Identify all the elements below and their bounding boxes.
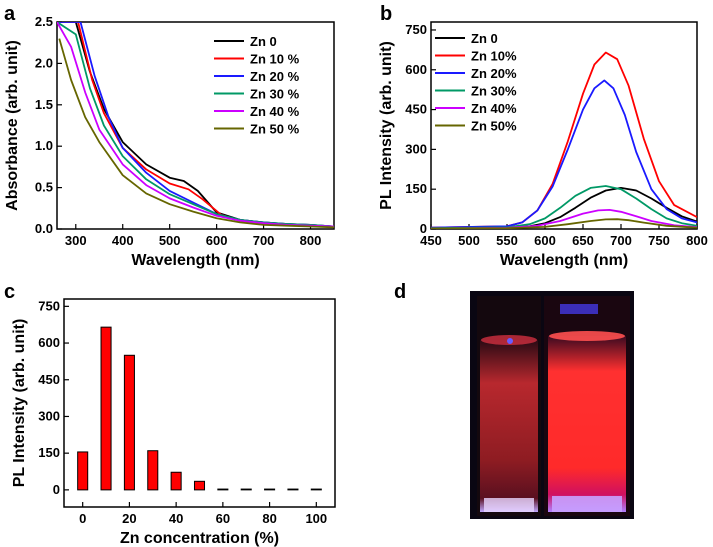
- legend-label: Zn 10 %: [250, 52, 300, 67]
- x-tick-label: 750: [648, 233, 670, 248]
- bar-zn-50: [193, 480, 206, 491]
- y-tick-label: 0.0: [35, 221, 53, 236]
- x-tick-label: 700: [610, 233, 632, 248]
- y-axis-title: Absorbance (arb. unit): [4, 40, 21, 211]
- x-tick-label: 40: [169, 511, 183, 526]
- plot-frame: [56, 21, 335, 230]
- cuvette-zn0-base-glow: [484, 498, 534, 512]
- y-tick-label: 750: [38, 298, 60, 313]
- y-tick-label: 750: [405, 22, 427, 37]
- chart-pl-spectra: 450 500 550 600 650 700 750 800 0 150 300 450 600 750…: [378, 21, 708, 269]
- legend-label: Zn 30 %: [250, 87, 300, 102]
- bar-zn-60: [217, 488, 229, 491]
- y-tick-label: 1.0: [35, 138, 53, 153]
- y-tick-label: 300: [38, 408, 60, 423]
- series-line-zn-30: [431, 185, 697, 229]
- x-tick-label: 100: [305, 511, 327, 526]
- cuvette-zn10-solution: [548, 336, 626, 512]
- legend-label: Zn 50%: [471, 119, 517, 134]
- y-tick-label: 600: [405, 62, 427, 77]
- cuvette-zn10-meniscus: [549, 331, 625, 341]
- bar-zn-70: [240, 488, 252, 491]
- x-axis-title: Wavelength (nm): [131, 252, 259, 269]
- x-tick-label: 0: [79, 511, 86, 526]
- chart-absorbance: 300 400 500 600 700 800 0.0 0.5 1.0 1.5 2.0 2.5 Wave…: [4, 14, 335, 269]
- legend-label: Zn 30%: [471, 84, 517, 99]
- x-tick-label: 500: [458, 233, 480, 248]
- y-tick-label: 150: [405, 181, 427, 196]
- series-line-zn-50: [58, 38, 334, 229]
- bar-zn-30: [147, 450, 159, 491]
- chart-pl-vs-zn: 0 20 40 60 80 100 0 150 300 450 600 750 Zn concentra…: [11, 298, 336, 547]
- bar-zn-20: [123, 354, 135, 491]
- bar-zn-100: [310, 488, 322, 491]
- cuvette-zn10-label: [560, 304, 598, 314]
- series-line-zn-40: [431, 209, 697, 229]
- plot-frame: [63, 298, 336, 508]
- x-axis-title: Wavelength (nm): [500, 252, 628, 269]
- legend-label: Zn 40 %: [250, 104, 300, 119]
- y-axis-title: PL Intensity (arb. unit): [378, 41, 395, 210]
- y-tick-label: 450: [405, 102, 427, 117]
- x-tick-label: 650: [572, 233, 594, 248]
- x-tick-label: 600: [534, 233, 556, 248]
- cuvette-zn0-glow: [507, 338, 513, 344]
- x-tick-label: 700: [253, 233, 275, 248]
- y-tick-label: 300: [405, 141, 427, 156]
- x-tick-label: 550: [496, 233, 518, 248]
- series-line-zn-20: [431, 79, 697, 229]
- panel-letter-a: a: [4, 3, 16, 25]
- panel-letter-c: c: [4, 281, 15, 303]
- legend-label: Zn 20%: [471, 66, 517, 81]
- y-tick-label: 2.0: [35, 55, 53, 70]
- y-tick-label: 2.5: [35, 14, 53, 29]
- panel-letter-b: b: [380, 3, 392, 25]
- legend-label: Zn 10%: [471, 49, 517, 64]
- y-axis-title: PL Intensity (arb. unit): [11, 319, 28, 488]
- bar-zn-90: [287, 488, 299, 491]
- legend-label: Zn 0: [471, 31, 498, 46]
- series-line-zn-40: [57, 22, 334, 228]
- x-tick-label: 80: [262, 511, 276, 526]
- bar-zn-40: [170, 471, 182, 491]
- legend-label: Zn 50 %: [250, 122, 300, 137]
- bar-zn-0: [77, 451, 89, 491]
- y-tick-label: 0: [53, 482, 60, 497]
- bar-zn-80: [264, 488, 276, 491]
- legend-label: Zn 20 %: [250, 69, 300, 84]
- plot-frame: [430, 21, 698, 230]
- bar-zn-10: [100, 326, 112, 491]
- y-tick-label: 600: [38, 335, 60, 350]
- cuvette-photo: [470, 291, 634, 519]
- x-tick-label: 20: [122, 511, 136, 526]
- x-tick-label: 800: [300, 233, 322, 248]
- x-tick-label: 400: [112, 233, 134, 248]
- legend-label: Zn 40%: [471, 101, 517, 116]
- x-tick-label: 500: [159, 233, 181, 248]
- x-tick-label: 600: [206, 233, 228, 248]
- y-tick-label: 1.5: [35, 97, 53, 112]
- x-tick-label: 60: [216, 511, 230, 526]
- y-tick-label: 450: [38, 372, 60, 387]
- cuvette-zn10-base-glow: [552, 496, 622, 512]
- y-tick-label: 0: [420, 221, 427, 236]
- y-tick-label: 0.5: [35, 180, 53, 195]
- cuvette-zn0-solution: [480, 340, 538, 512]
- legend-label: Zn 0: [250, 34, 277, 49]
- x-tick-label: 450: [420, 233, 442, 248]
- series-line-zn-50: [431, 218, 697, 229]
- y-tick-label: 150: [38, 445, 60, 460]
- x-axis-title: Zn concentration (%): [120, 530, 279, 547]
- x-tick-label: 800: [686, 233, 708, 248]
- x-tick-label: 300: [65, 233, 87, 248]
- panel-letter-d: d: [394, 281, 406, 303]
